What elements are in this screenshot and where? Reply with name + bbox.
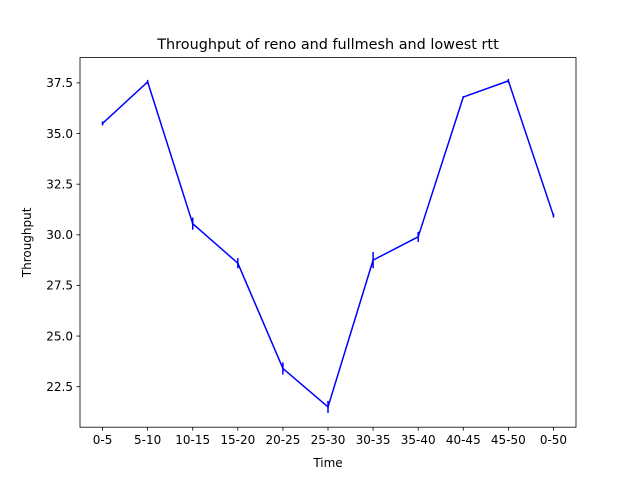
x-tick-label: 5-10 xyxy=(134,433,161,447)
data-point xyxy=(146,81,149,83)
y-tick-label: 30.0 xyxy=(46,228,73,242)
x-axis-ticks: 0-5 5-10 10-15 15-20 20-25 25-30 30-35 35-40 40-… xyxy=(93,427,567,447)
x-tick-label: 0-50 xyxy=(540,433,567,447)
data-point xyxy=(507,80,510,82)
data-point xyxy=(417,236,419,238)
axes-frame xyxy=(79,57,577,428)
data-point xyxy=(282,367,284,370)
y-tick-label: 27.5 xyxy=(46,279,73,293)
x-tick-label: 25-30 xyxy=(311,433,346,447)
data-point xyxy=(372,259,374,261)
x-tick-label: 30-35 xyxy=(356,433,391,447)
x-axis-label: Time xyxy=(312,456,342,470)
x-tick-label: 35-40 xyxy=(401,433,436,447)
x-tick-label: 0-5 xyxy=(93,433,113,447)
y-tick-label: 25.0 xyxy=(46,329,73,343)
y-tick-label: 35.0 xyxy=(46,127,73,141)
data-point xyxy=(327,406,329,408)
x-tick-label: 10-15 xyxy=(175,433,210,447)
y-axis-ticks: 22.5 25.0 27.5 30.0 32.5 35.0 37.5 xyxy=(46,76,80,394)
data-point xyxy=(191,222,194,225)
data-point xyxy=(237,262,239,264)
x-tick-label: 20-25 xyxy=(265,433,300,447)
chart-title: Throughput of reno and fullmesh and lowe… xyxy=(156,37,499,53)
y-tick-label: 32.5 xyxy=(46,177,73,191)
data-point xyxy=(462,96,465,98)
y-tick-label: 37.5 xyxy=(46,76,73,90)
plot-area xyxy=(101,78,555,414)
x-tick-label: 40-45 xyxy=(446,433,481,447)
data-point xyxy=(101,122,104,125)
y-tick-label: 22.5 xyxy=(46,380,73,394)
data-point xyxy=(552,214,555,217)
y-axis-label: Throughput xyxy=(20,207,34,278)
x-tick-label: 15-20 xyxy=(220,433,255,447)
x-tick-label: 45-50 xyxy=(491,433,526,447)
